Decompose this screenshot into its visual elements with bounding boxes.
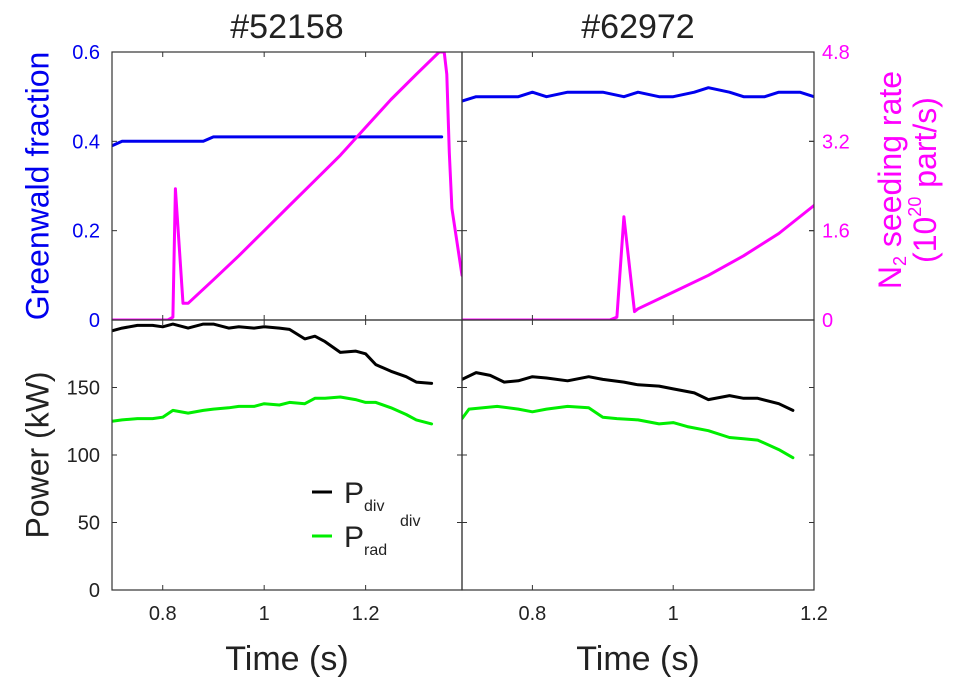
panel-top-left: 0 0.2 0.4 0.6 #52158 Greenwald fraction	[19, 8, 463, 332]
y-tick-label: 0.4	[72, 131, 100, 153]
legend-label-main: P	[344, 521, 364, 554]
y-tick-label: 0.6	[72, 42, 100, 64]
y2-unit-superscript: 20	[905, 197, 925, 217]
x-tick-label: 0.8	[149, 603, 177, 625]
y-tick-label: 50	[78, 513, 100, 535]
axes-frame	[461, 319, 815, 591]
panel-top-right: 0 1.6 3.2 4.8 #62972 N2 seeding rate (1020 par…	[461, 8, 944, 332]
legend-label-prad: Prad	[344, 521, 387, 559]
panel-title: #62972	[581, 8, 694, 46]
series-line-prad	[462, 404, 795, 460]
legend-label-subscript: rad	[364, 542, 387, 559]
series-line-pdiv	[462, 371, 795, 412]
series-line-n2	[462, 204, 814, 320]
series-line-pdiv	[112, 322, 434, 385]
y-tick-label: 0	[89, 580, 100, 602]
y2-tick-label: 3.2	[822, 131, 850, 153]
y-tick-label: 150	[67, 378, 100, 400]
y2-tick-label: 1.6	[822, 221, 850, 243]
legend-label-main: P	[344, 477, 364, 510]
series-line-n2	[112, 52, 462, 320]
series-line-prad	[112, 395, 434, 426]
panel-bottom-right: 0.8 1 1.2 Time (s)	[461, 319, 828, 678]
legend-label-pdiv: Pdiv	[344, 477, 384, 515]
y2-tick-label: 0	[822, 310, 833, 332]
axes-frame	[111, 51, 463, 321]
series-line-greenwald	[112, 135, 444, 148]
y-tick-label: 0.2	[72, 221, 100, 243]
y2-axis-label: N2 seeding rate	[872, 71, 909, 289]
y2-axis-label-rest: seeding rate	[872, 71, 908, 256]
x-tick-label: 1	[668, 603, 679, 625]
x-axis-label: Time (s)	[225, 640, 348, 678]
x-tick-label: 0.8	[518, 603, 546, 625]
y-axis-label: Greenwald fraction	[19, 52, 55, 321]
y2-unit-open: (10	[907, 217, 943, 263]
legend-label-subscript: div	[364, 498, 384, 515]
x-axis-label: Time (s)	[576, 640, 699, 678]
y-tick-label: 0	[89, 310, 100, 332]
x-tick-label: 1.2	[800, 603, 828, 625]
x-tick-label: 1.2	[352, 603, 380, 625]
axes-frame	[111, 319, 463, 591]
y2-tick-label: 4.8	[822, 42, 850, 64]
x-tick-label: 1	[259, 603, 270, 625]
y2-unit-rest: part/s)	[907, 97, 943, 197]
series-line-greenwald	[462, 86, 814, 103]
panel-title: #52158	[230, 8, 343, 46]
y-tick-label: 100	[67, 445, 100, 467]
y-axis-label: Power (kW)	[19, 371, 55, 538]
y2-axis-label-subscript: 2	[890, 256, 910, 266]
legend-label-superscript: div	[400, 513, 420, 530]
y2-axis-label-main: N	[872, 266, 908, 289]
y2-axis-unit-label: (1020 part/s)	[905, 97, 944, 263]
